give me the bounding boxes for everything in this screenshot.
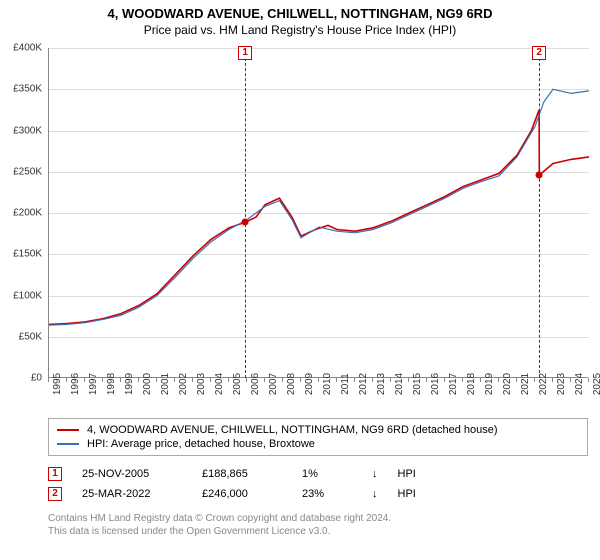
sale-arrow-icon: ↓ — [372, 468, 378, 480]
y-axis-label: £350K — [13, 84, 42, 95]
x-axis-label: 2005 — [228, 373, 243, 395]
y-axis-label: £300K — [13, 125, 42, 136]
x-axis-label: 2013 — [372, 373, 387, 395]
legend-and-footer: 4, WOODWARD AVENUE, CHILWELL, NOTTINGHAM… — [48, 418, 588, 538]
legend-item: HPI: Average price, detached house, Brox… — [57, 437, 579, 451]
y-axis-label: £200K — [13, 208, 42, 219]
x-axis-label: 2020 — [498, 373, 513, 395]
sale-marker-dot — [242, 219, 249, 226]
sale-row: 1 25-NOV-2005 £188,865 1% ↓ HPI — [48, 464, 588, 484]
x-axis-label: 2002 — [174, 373, 189, 395]
legend-box: 4, WOODWARD AVENUE, CHILWELL, NOTTINGHAM… — [48, 418, 588, 456]
sale-marker-line — [539, 48, 540, 378]
sale-date: 25-NOV-2005 — [82, 468, 182, 480]
chart-lines — [49, 48, 589, 378]
sale-vs: HPI — [398, 468, 416, 480]
sale-idx-box: 2 — [48, 487, 62, 501]
x-axis-label: 2022 — [534, 373, 549, 395]
x-axis-label: 2012 — [354, 373, 369, 395]
x-axis-label: 2019 — [480, 373, 495, 395]
x-axis-label: 2003 — [192, 373, 207, 395]
x-axis-label: 2007 — [264, 373, 279, 395]
y-axis-label: £100K — [13, 290, 42, 301]
x-axis-label: 2018 — [462, 373, 477, 395]
y-axis-label: £0 — [31, 373, 42, 384]
y-axis-label: £250K — [13, 166, 42, 177]
x-axis-label: 1999 — [120, 373, 135, 395]
x-axis-label: 2024 — [570, 373, 585, 395]
legend-item: 4, WOODWARD AVENUE, CHILWELL, NOTTINGHAM… — [57, 423, 579, 437]
x-axis-label: 2017 — [444, 373, 459, 395]
series-price_paid — [49, 110, 589, 325]
x-axis-label: 2006 — [246, 373, 261, 395]
sale-marker-box: 1 — [238, 46, 252, 60]
series-hpi — [49, 89, 589, 325]
footer-line1: Contains HM Land Registry data © Crown c… — [48, 512, 588, 525]
legend-swatch — [57, 443, 79, 445]
sale-arrow-icon: ↓ — [372, 488, 378, 500]
sale-marker-dot — [536, 172, 543, 179]
footer: Contains HM Land Registry data © Crown c… — [48, 504, 588, 538]
footer-line2: This data is licensed under the Open Gov… — [48, 525, 588, 538]
legend-label: 4, WOODWARD AVENUE, CHILWELL, NOTTINGHAM… — [87, 424, 498, 436]
x-axis-label: 2025 — [588, 373, 600, 395]
x-axis-label: 2023 — [552, 373, 567, 395]
chart-container: 4, WOODWARD AVENUE, CHILWELL, NOTTINGHAM… — [0, 0, 600, 560]
legend-label: HPI: Average price, detached house, Brox… — [87, 438, 315, 450]
sale-marker-line — [245, 48, 246, 378]
x-axis-label: 2021 — [516, 373, 531, 395]
x-axis-label: 2008 — [282, 373, 297, 395]
x-axis-label: 2010 — [318, 373, 333, 395]
sale-pct: 23% — [302, 488, 352, 500]
x-axis-label: 1995 — [48, 373, 63, 395]
chart-subtitle: Price paid vs. HM Land Registry's House … — [0, 21, 600, 43]
y-axis-label: £50K — [19, 331, 42, 342]
y-axis-label: £150K — [13, 249, 42, 260]
sale-vs: HPI — [398, 488, 416, 500]
x-axis-label: 2014 — [390, 373, 405, 395]
x-axis-label: 2001 — [156, 373, 171, 395]
y-axis-label: £400K — [13, 43, 42, 54]
x-axis-label: 2004 — [210, 373, 225, 395]
chart-title: 4, WOODWARD AVENUE, CHILWELL, NOTTINGHAM… — [0, 0, 600, 21]
sale-price: £246,000 — [202, 488, 282, 500]
x-axis-label: 2009 — [300, 373, 315, 395]
plot-region: 12 — [48, 48, 588, 378]
sale-row: 2 25-MAR-2022 £246,000 23% ↓ HPI — [48, 484, 588, 504]
sale-idx-box: 1 — [48, 467, 62, 481]
sale-marker-box: 2 — [532, 46, 546, 60]
sale-pct: 1% — [302, 468, 352, 480]
sale-price: £188,865 — [202, 468, 282, 480]
chart-area: 12 £0£50K£100K£150K£200K£250K£300K£350K£… — [48, 48, 588, 378]
x-axis-label: 2016 — [426, 373, 441, 395]
x-axis-label: 2015 — [408, 373, 423, 395]
x-axis-label: 1997 — [84, 373, 99, 395]
sale-date: 25-MAR-2022 — [82, 488, 182, 500]
x-axis-label: 2000 — [138, 373, 153, 395]
legend-swatch — [57, 429, 79, 431]
x-axis-label: 2011 — [336, 373, 351, 395]
x-axis-label: 1998 — [102, 373, 117, 395]
x-axis-label: 1996 — [66, 373, 81, 395]
